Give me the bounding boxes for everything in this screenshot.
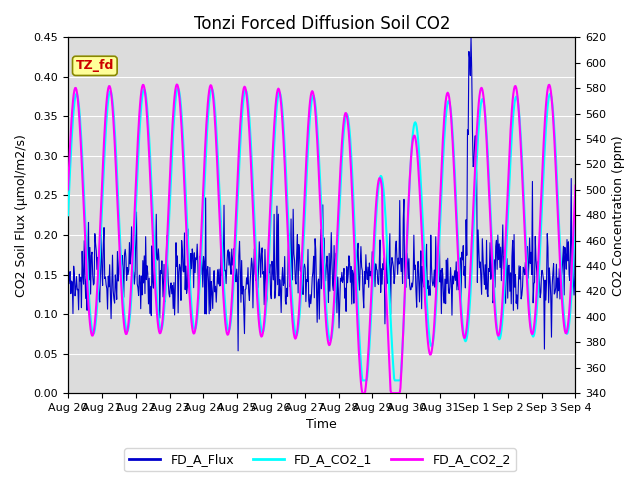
Y-axis label: CO2 Concentration (ppm): CO2 Concentration (ppm) [612, 135, 625, 296]
Legend: FD_A_Flux, FD_A_CO2_1, FD_A_CO2_2: FD_A_Flux, FD_A_CO2_1, FD_A_CO2_2 [124, 448, 516, 471]
X-axis label: Time: Time [307, 419, 337, 432]
Y-axis label: CO2 Soil Flux (μmol/m2/s): CO2 Soil Flux (μmol/m2/s) [15, 134, 28, 297]
Text: TZ_fd: TZ_fd [76, 60, 114, 72]
Title: Tonzi Forced Diffusion Soil CO2: Tonzi Forced Diffusion Soil CO2 [193, 15, 450, 33]
